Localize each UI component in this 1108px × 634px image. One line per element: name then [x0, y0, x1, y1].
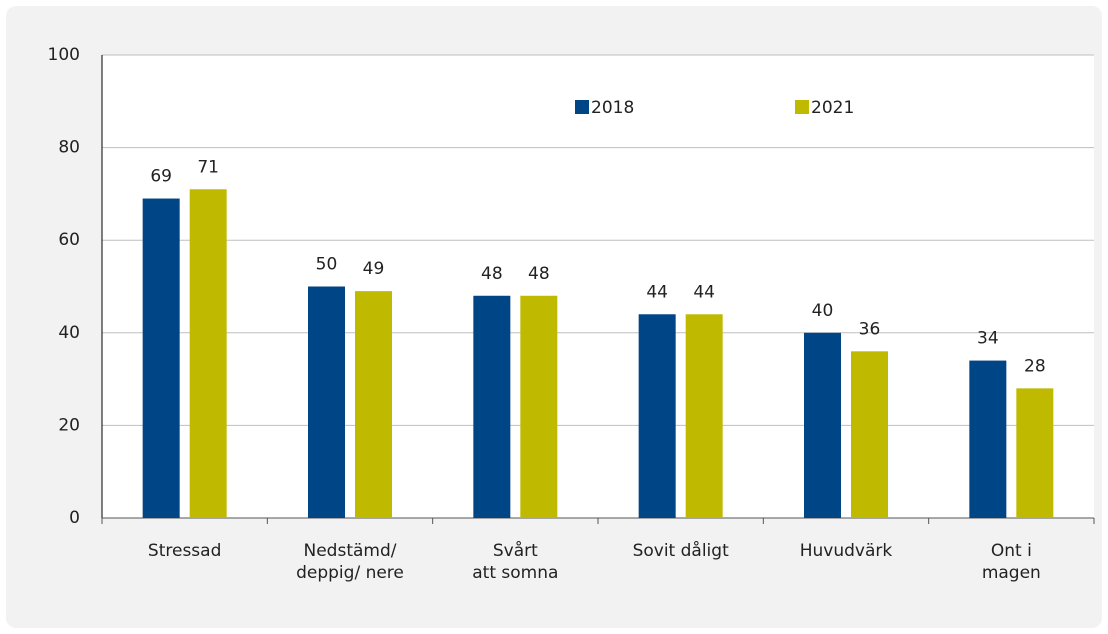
- data-label: 34: [977, 329, 999, 349]
- x-tick-label: magen: [982, 563, 1041, 583]
- bar: [638, 314, 676, 518]
- data-label: 50: [316, 255, 338, 275]
- data-label: 49: [363, 259, 385, 279]
- y-tick-label: 40: [58, 323, 80, 343]
- bar: [1016, 388, 1054, 518]
- x-tick-label: deppig/ nere: [296, 563, 404, 583]
- bar: [142, 198, 180, 518]
- bar: [308, 286, 345, 518]
- data-label: 48: [528, 264, 550, 284]
- x-tick-label: Svårt: [493, 540, 538, 561]
- data-label: 69: [150, 167, 172, 187]
- x-tick-label: Ont i: [991, 541, 1032, 561]
- data-label: 71: [197, 157, 219, 177]
- bar: [969, 360, 1007, 518]
- legend-swatch: [795, 100, 809, 114]
- y-tick-label: 0: [69, 508, 80, 528]
- x-tick-label: Nedstämd/: [304, 541, 397, 561]
- legend-label: 2018: [591, 98, 634, 118]
- plot-area: [102, 55, 1094, 518]
- y-tick-label: 60: [58, 230, 80, 250]
- x-tick-label: Sovit dåligt: [633, 540, 729, 561]
- bar: [804, 332, 841, 518]
- bar: [473, 295, 511, 518]
- data-label: 28: [1024, 356, 1046, 376]
- y-tick-label: 20: [58, 415, 80, 435]
- legend-swatch: [575, 100, 589, 114]
- bar: [189, 189, 227, 518]
- y-tick-label: 80: [58, 138, 80, 158]
- data-label: 40: [812, 301, 834, 321]
- data-label: 36: [859, 319, 881, 339]
- bar: [851, 351, 888, 518]
- bar: [685, 314, 723, 518]
- x-tick-label: Huvudvärk: [800, 541, 893, 561]
- bar: [520, 295, 558, 518]
- data-label: 44: [693, 282, 715, 302]
- legend-label: 2021: [811, 98, 854, 118]
- y-tick-label: 100: [48, 45, 80, 65]
- x-tick-label: att somna: [472, 563, 558, 583]
- x-tick-label: Stressad: [148, 541, 221, 561]
- bar: [355, 291, 392, 518]
- data-label: 48: [481, 264, 503, 284]
- data-label: 44: [646, 282, 668, 302]
